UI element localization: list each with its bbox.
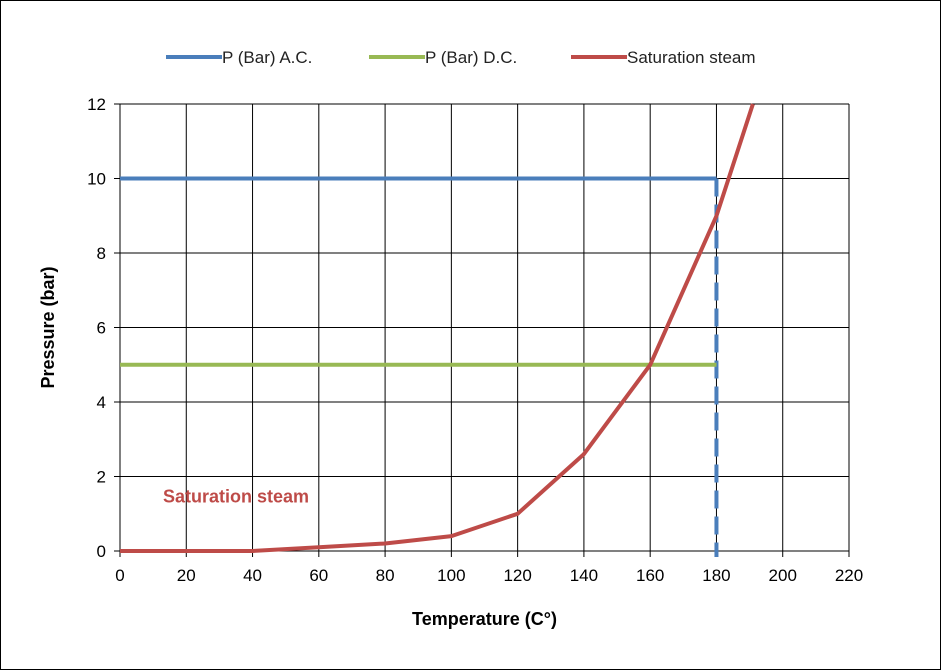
x-tick-label-5: 100 <box>437 566 465 585</box>
legend-label-0: P (Bar) A.C. <box>222 48 312 67</box>
legend-label-1: P (Bar) D.C. <box>425 48 517 67</box>
y-tick-label-5: 10 <box>87 170 106 189</box>
y-axis-title: Pressure (bar) <box>38 266 58 388</box>
x-tick-label-9: 180 <box>702 566 730 585</box>
annotations: Saturation steam <box>163 487 309 507</box>
y-tick-label-6: 12 <box>87 95 106 114</box>
y-tick-label-0: 0 <box>97 542 106 561</box>
x-tick-label-10: 200 <box>769 566 797 585</box>
x-tick-label-1: 20 <box>177 566 196 585</box>
y-tick-label-2: 4 <box>97 393 106 412</box>
x-tick-label-2: 40 <box>243 566 262 585</box>
tick-labels: 0 20 40 60 80 100 120 140 160 180 200 220 0 2 4 6 8 10 12 <box>87 95 863 585</box>
y-tick-label-1: 2 <box>97 468 106 487</box>
x-tick-label-11: 220 <box>835 566 863 585</box>
y-tick-label-3: 6 <box>97 319 106 338</box>
series-line-2 <box>120 103 755 553</box>
y-tick-label-4: 8 <box>97 244 106 263</box>
legend: P (Bar) A.C. P (Bar) D.C. Saturation steam <box>166 48 756 67</box>
x-tick-label-7: 140 <box>570 566 598 585</box>
annotation-0: Saturation steam <box>163 487 309 507</box>
x-tick-label-0: 0 <box>115 566 124 585</box>
x-tick-label-4: 80 <box>376 566 395 585</box>
series-lines <box>120 103 755 557</box>
x-tick-label-8: 160 <box>636 566 664 585</box>
x-tick-label-3: 60 <box>309 566 328 585</box>
legend-label-2: Saturation steam <box>627 48 756 67</box>
x-axis-title: Temperature (C°) <box>412 609 557 629</box>
x-tick-label-6: 120 <box>503 566 531 585</box>
